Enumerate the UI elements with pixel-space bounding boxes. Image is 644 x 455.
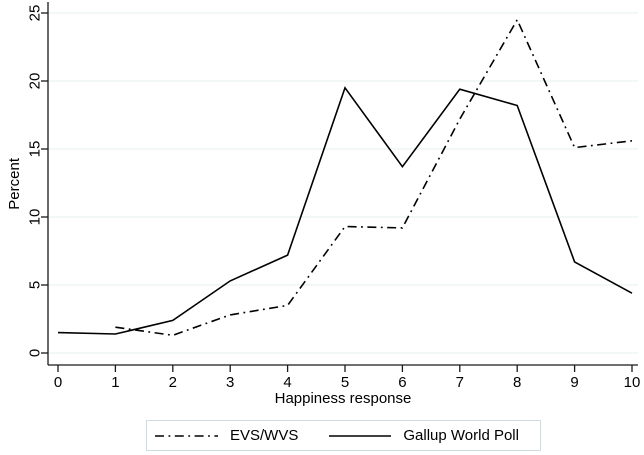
y-tick-label-25: 25 bbox=[27, 5, 44, 22]
x-tick-label-10: 10 bbox=[624, 374, 641, 391]
x-tick-label-7: 7 bbox=[456, 374, 464, 391]
legend-entry-evs-wvs: EVS/WVS bbox=[154, 427, 298, 444]
x-tick-label-1: 1 bbox=[111, 374, 119, 391]
y-tick-label-10: 10 bbox=[27, 209, 44, 226]
y-axis-title-wrap: Percent bbox=[4, 2, 24, 365]
solid-line-sample-icon bbox=[329, 434, 392, 437]
y-axis-title: Percent bbox=[5, 157, 23, 210]
x-tick-label-8: 8 bbox=[513, 374, 521, 391]
chart-legend: EVS/WVS Gallup World Poll bbox=[146, 420, 541, 451]
dash-dot-line-sample-icon bbox=[155, 434, 218, 437]
legend-label-gallup: Gallup World Poll bbox=[403, 427, 519, 444]
x-tick-label-5: 5 bbox=[341, 374, 349, 391]
series-line-evs-wvs bbox=[115, 18, 633, 337]
y-tick-label-15: 15 bbox=[27, 141, 44, 158]
y-tick-label-20: 20 bbox=[27, 73, 44, 90]
x-tick-label-4: 4 bbox=[283, 374, 291, 391]
y-tick-label-5: 5 bbox=[27, 281, 44, 289]
x-tick-label-2: 2 bbox=[169, 374, 177, 391]
x-tick-label-9: 9 bbox=[570, 374, 578, 391]
legend-label-evs-wvs: EVS/WVS bbox=[230, 427, 299, 444]
x-axis-title: Happiness response bbox=[274, 390, 412, 407]
x-tick-label-0: 0 bbox=[54, 374, 62, 391]
y-tick-label-0: 0 bbox=[27, 349, 44, 357]
x-tick-label-3: 3 bbox=[226, 374, 234, 391]
legend-entry-gallup: Gallup World Poll bbox=[328, 427, 519, 444]
series-line-gallup-world-poll bbox=[57, 86, 633, 335]
x-tick-label-6: 6 bbox=[398, 374, 406, 391]
